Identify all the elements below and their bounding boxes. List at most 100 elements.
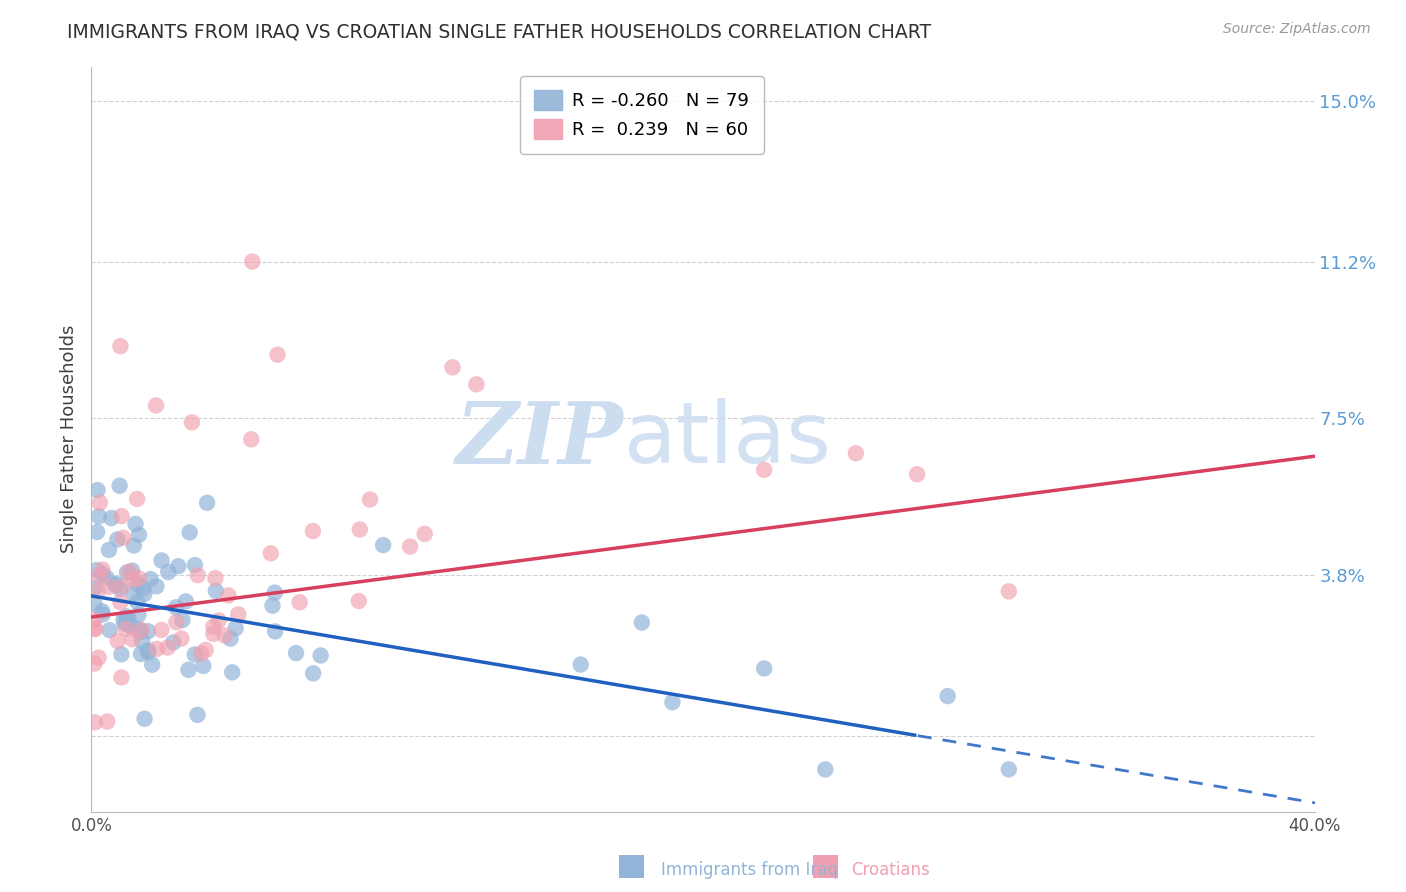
Point (905, 467, 928, 482)
Point (661, 695, 683, 709)
Point (122, 573, 145, 587)
Point (96, 714, 118, 729)
Point (180, 416, 202, 430)
Point (631, 615, 654, 630)
Text: Source: ZipAtlas.com: Source: ZipAtlas.com (1223, 22, 1371, 37)
Point (105, 533, 128, 547)
Point (91, 566, 114, 581)
Point (127, 577, 149, 591)
Point (127, 595, 149, 609)
Point (399, 540, 422, 554)
Point (187, 568, 209, 582)
Point (170, 632, 193, 646)
Point (110, 648, 132, 662)
Point (112, 613, 135, 627)
Point (139, 572, 162, 586)
Point (110, 595, 132, 609)
Point (150, 623, 173, 637)
Point (91, 604, 114, 618)
Text: Immigrants from Iraq: Immigrants from Iraq (661, 861, 838, 879)
Legend: R = -0.260   N = 79, R =  0.239   N = 60: R = -0.260 N = 79, R = 0.239 N = 60 (520, 76, 763, 153)
Point (359, 492, 381, 507)
Point (128, 571, 150, 585)
Point (117, 611, 139, 625)
Point (349, 523, 371, 537)
Point (205, 583, 228, 598)
Point (83, 613, 105, 627)
Point (86, 563, 108, 577)
Point (195, 496, 218, 510)
Point (87, 584, 110, 599)
Point (936, 689, 959, 703)
Point (96, 571, 118, 585)
Y-axis label: Single Father Households: Single Father Households (60, 325, 79, 554)
Point (118, 565, 141, 579)
Point (131, 624, 153, 638)
Point (121, 632, 143, 647)
Point (115, 566, 138, 580)
Point (569, 657, 592, 672)
Point (100, 511, 122, 525)
Point (83, 657, 105, 671)
Point (441, 360, 464, 375)
Point (122, 539, 145, 553)
Text: IMMIGRANTS FROM IRAQ VS CROATIAN SINGLE FATHER HOUSEHOLDS CORRELATION CHART: IMMIGRANTS FROM IRAQ VS CROATIAN SINGLE … (67, 22, 932, 41)
Point (754, 463, 776, 477)
Point (87, 509, 110, 524)
Point (112, 531, 135, 545)
Point (136, 645, 159, 659)
Point (302, 666, 325, 681)
Point (122, 586, 145, 600)
Point (221, 665, 243, 680)
Point (174, 594, 197, 608)
Point (127, 491, 149, 506)
Point (115, 617, 138, 632)
Point (202, 627, 225, 641)
Point (288, 595, 311, 609)
Point (266, 348, 288, 362)
Point (83, 581, 105, 595)
Point (240, 254, 263, 268)
Point (263, 585, 285, 599)
Point (202, 620, 225, 634)
Point (87, 650, 110, 665)
Point (127, 607, 149, 622)
Point (124, 516, 146, 531)
Point (128, 528, 150, 542)
Point (998, 584, 1021, 599)
Point (264, 624, 287, 639)
Point (110, 508, 132, 523)
Point (83, 715, 105, 730)
Point (134, 712, 156, 726)
Point (302, 524, 325, 538)
Point (132, 582, 155, 596)
Point (87, 569, 110, 583)
Point (262, 599, 284, 613)
Point (998, 763, 1021, 777)
Point (134, 587, 156, 601)
Point (225, 621, 247, 635)
Point (136, 643, 159, 657)
Point (754, 661, 776, 675)
Point (108, 479, 131, 493)
Point (121, 564, 143, 578)
Point (193, 659, 215, 673)
Point (204, 571, 226, 585)
Point (89, 496, 111, 510)
Point (156, 640, 179, 655)
Point (114, 616, 136, 631)
Point (347, 594, 370, 608)
Point (184, 558, 207, 573)
Point (194, 643, 217, 657)
Point (186, 707, 208, 722)
Point (145, 579, 167, 593)
Point (97, 543, 120, 558)
Point (845, 446, 868, 460)
Point (172, 613, 194, 627)
Point (183, 648, 205, 662)
Point (84, 622, 107, 636)
Point (373, 538, 395, 552)
Point (105, 577, 128, 591)
Point (179, 525, 201, 540)
Point (98, 580, 121, 594)
